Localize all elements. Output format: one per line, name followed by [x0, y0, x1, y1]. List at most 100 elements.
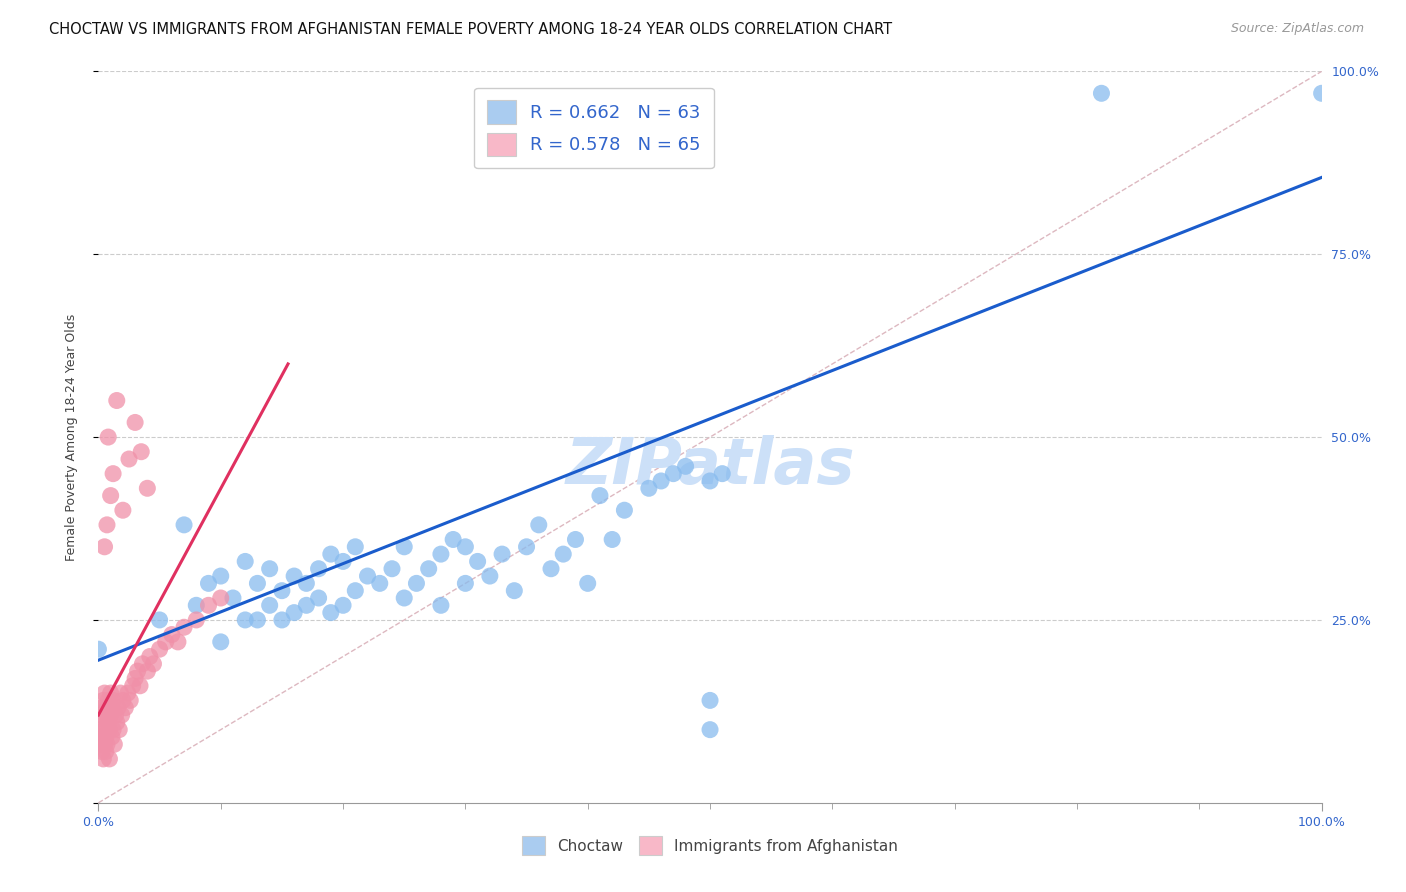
- Point: [209, 569, 232, 583]
- Point: [233, 613, 256, 627]
- Point: [418, 562, 440, 576]
- Point: [356, 569, 378, 583]
- Point: [98, 752, 121, 766]
- Point: [131, 657, 153, 671]
- Point: [91, 752, 114, 766]
- Point: [101, 467, 124, 481]
- Text: Source: ZipAtlas.com: Source: ZipAtlas.com: [1230, 22, 1364, 36]
- Point: [155, 635, 177, 649]
- Point: [98, 723, 121, 737]
- Point: [576, 576, 599, 591]
- Point: [96, 737, 118, 751]
- Point: [186, 599, 208, 613]
- Point: [129, 444, 152, 458]
- Point: [97, 715, 120, 730]
- Point: [197, 576, 219, 591]
- Point: [405, 576, 427, 591]
- Point: [139, 649, 162, 664]
- Point: [197, 599, 219, 613]
- Point: [308, 562, 330, 576]
- Point: [186, 613, 208, 627]
- Text: CHOCTAW VS IMMIGRANTS FROM AFGHANISTAN FEMALE POVERTY AMONG 18-24 YEAR OLDS CORR: CHOCTAW VS IMMIGRANTS FROM AFGHANISTAN F…: [49, 22, 893, 37]
- Point: [527, 517, 550, 532]
- Point: [91, 715, 114, 730]
- Point: [100, 489, 122, 503]
- Point: [114, 700, 136, 714]
- Point: [108, 723, 131, 737]
- Point: [94, 730, 117, 744]
- Point: [564, 533, 586, 547]
- Point: [441, 533, 464, 547]
- Point: [110, 686, 132, 700]
- Point: [332, 599, 354, 613]
- Point: [650, 474, 672, 488]
- Point: [96, 700, 118, 714]
- Point: [149, 642, 172, 657]
- Point: [129, 679, 152, 693]
- Point: [467, 554, 489, 568]
- Point: [93, 737, 115, 751]
- Point: [93, 540, 115, 554]
- Point: [94, 745, 117, 759]
- Point: [540, 562, 562, 576]
- Point: [1310, 87, 1333, 101]
- Point: [101, 693, 124, 707]
- Point: [120, 693, 142, 707]
- Point: [589, 489, 612, 503]
- Point: [392, 591, 416, 605]
- Point: [283, 569, 305, 583]
- Point: [111, 693, 134, 707]
- Point: [503, 583, 526, 598]
- Point: [430, 547, 453, 561]
- Point: [160, 627, 183, 641]
- Point: [699, 474, 721, 488]
- Point: [553, 547, 575, 561]
- Point: [1090, 87, 1112, 101]
- Point: [368, 576, 391, 591]
- Point: [97, 693, 120, 707]
- Point: [675, 459, 697, 474]
- Point: [111, 503, 134, 517]
- Point: [699, 723, 721, 737]
- Point: [97, 430, 120, 444]
- Point: [89, 723, 111, 737]
- Point: [270, 613, 294, 627]
- Point: [209, 635, 232, 649]
- Point: [167, 635, 190, 649]
- Point: [430, 599, 453, 613]
- Text: ZIPatlas: ZIPatlas: [565, 435, 855, 498]
- Point: [118, 452, 141, 467]
- Y-axis label: Female Poverty Among 18-24 Year Olds: Female Poverty Among 18-24 Year Olds: [65, 313, 77, 561]
- Point: [173, 517, 195, 532]
- Point: [91, 700, 114, 714]
- Point: [117, 686, 139, 700]
- Point: [87, 642, 110, 657]
- Point: [136, 481, 159, 495]
- Point: [222, 591, 245, 605]
- Point: [121, 679, 143, 693]
- Point: [233, 554, 256, 568]
- Point: [101, 730, 124, 744]
- Point: [173, 620, 195, 634]
- Point: [107, 700, 129, 714]
- Point: [103, 737, 125, 751]
- Point: [90, 737, 112, 751]
- Point: [662, 467, 685, 481]
- Point: [111, 708, 134, 723]
- Point: [136, 664, 159, 678]
- Point: [478, 569, 501, 583]
- Point: [295, 599, 318, 613]
- Point: [149, 613, 172, 627]
- Point: [283, 606, 305, 620]
- Point: [259, 562, 281, 576]
- Point: [105, 393, 128, 408]
- Point: [344, 583, 367, 598]
- Point: [93, 723, 115, 737]
- Point: [96, 517, 118, 532]
- Point: [209, 591, 232, 605]
- Point: [127, 664, 149, 678]
- Point: [515, 540, 537, 554]
- Point: [91, 745, 114, 759]
- Point: [101, 723, 124, 737]
- Point: [344, 540, 367, 554]
